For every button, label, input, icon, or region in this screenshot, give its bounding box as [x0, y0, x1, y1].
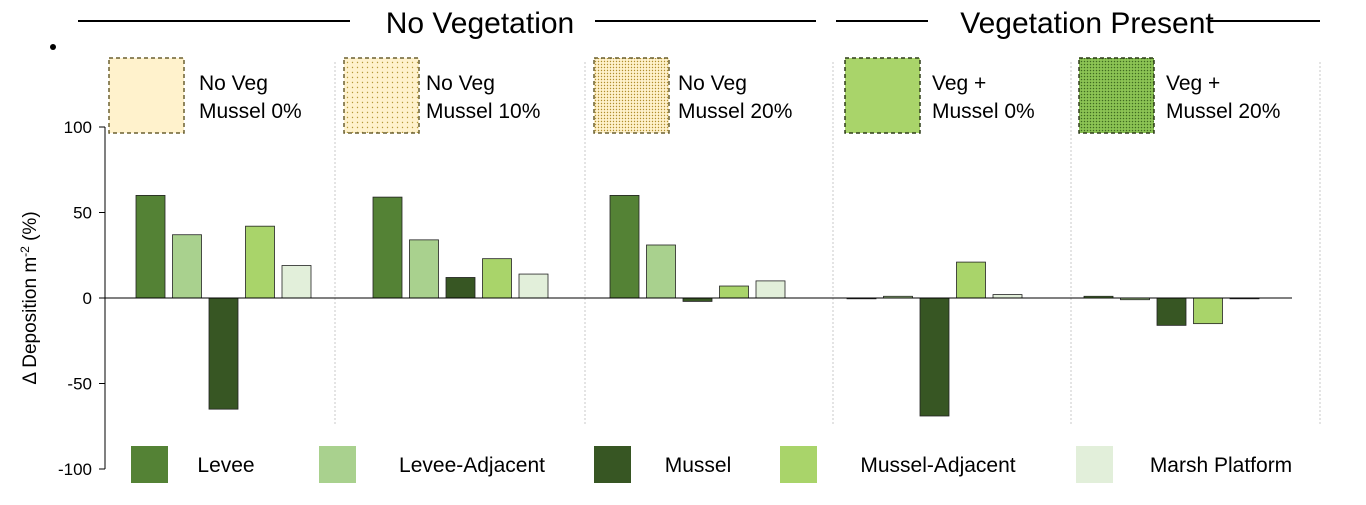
- legend-swatch-levee: [131, 446, 168, 483]
- scenario-swatch-4: [844, 57, 921, 134]
- legend-swatch-mussel: [594, 446, 631, 483]
- group-header-no-vegetation: No Vegetation: [78, 7, 816, 40]
- bar-levee-1: [135, 194, 166, 299]
- y-tick-label: 0: [83, 289, 92, 308]
- scenario-label-line2: Mussel 0%: [199, 100, 302, 123]
- bar-mussel-1: [208, 297, 239, 410]
- scenario-label-line2: Mussel 20%: [1166, 100, 1280, 123]
- panel-separators: [334, 62, 1321, 425]
- group-title-no-vegetation: No Vegetation: [386, 7, 574, 40]
- y-tick-label: 100: [64, 118, 92, 137]
- bar-mussel-5: [1156, 297, 1187, 326]
- bar-mussel-4: [919, 297, 950, 417]
- scenario-swatch-5: [1078, 57, 1155, 134]
- bar-levee-adjacent-1: [172, 234, 202, 299]
- legend-label: Mussel-Adjacent: [860, 454, 1015, 477]
- scenario-label-line1: Veg +: [1166, 72, 1220, 95]
- scenario-label-line2: Mussel 10%: [426, 100, 540, 123]
- scenario-label-line2: Mussel 20%: [678, 100, 792, 123]
- scenario-swatch-1: [108, 57, 185, 134]
- scenario-swatch-2: [343, 57, 420, 134]
- legend-label: Marsh Platform: [1150, 454, 1292, 477]
- bar-mussel-adjacent-1: [245, 225, 275, 299]
- scenario-label-line2: Mussel 0%: [932, 100, 1035, 123]
- legend-swatch-marsh-platform: [1076, 446, 1113, 483]
- scenario-label-line1: No Veg: [199, 72, 268, 95]
- group-title-vegetation-present: Vegetation Present: [960, 7, 1214, 40]
- scenario-label-line1: No Veg: [678, 72, 747, 95]
- legend-label: Mussel: [665, 454, 732, 477]
- y-tick-label: -100: [58, 460, 92, 479]
- legend-label: Levee: [197, 454, 254, 477]
- y-axis-title: Δ Deposition m-2 (%): [18, 211, 41, 384]
- bar-marsh-platform-2: [518, 273, 549, 299]
- y-axis: 100 50 0 -50 -100: [58, 118, 106, 479]
- scenario-swatch-3: [593, 57, 670, 134]
- bar-mussel-2: [445, 277, 476, 299]
- bar-mussel-adjacent-3: [719, 285, 749, 299]
- corner-dot: [50, 44, 56, 50]
- scenario-labels: No Veg Mussel 0% No Veg Mussel 10% No Veg Mus…: [108, 57, 1280, 134]
- bar-mussel-adjacent-5: [1193, 297, 1223, 325]
- bar-marsh-platform-4: [992, 294, 1023, 299]
- y-tick-label: -50: [67, 375, 92, 394]
- bar-mussel-3: [682, 297, 713, 302]
- bar-mussel-adjacent-2: [482, 258, 512, 299]
- legend: Levee Levee-Adjacent Mussel Mussel-Adjacent…: [131, 446, 1292, 483]
- group-header-vegetation-present: Vegetation Present: [836, 7, 1320, 40]
- y-tick-label: 50: [73, 204, 92, 223]
- legend-label: Levee-Adjacent: [399, 454, 545, 477]
- scenario-label-line1: Veg +: [932, 72, 986, 95]
- bar-mussel-adjacent-4: [956, 261, 986, 299]
- legend-swatch-levee-adjacent: [319, 446, 356, 483]
- scenario-label-line1: No Veg: [426, 72, 495, 95]
- legend-swatch-mussel-adjacent: [780, 446, 817, 483]
- bar-marsh-platform-3: [755, 280, 786, 299]
- bar-levee-adjacent-2: [409, 239, 439, 299]
- bar-levee-2: [372, 196, 403, 299]
- bars: [135, 194, 1260, 417]
- bar-levee-adjacent-3: [646, 244, 676, 299]
- bar-marsh-platform-1: [281, 265, 312, 299]
- bar-levee-3: [609, 194, 640, 299]
